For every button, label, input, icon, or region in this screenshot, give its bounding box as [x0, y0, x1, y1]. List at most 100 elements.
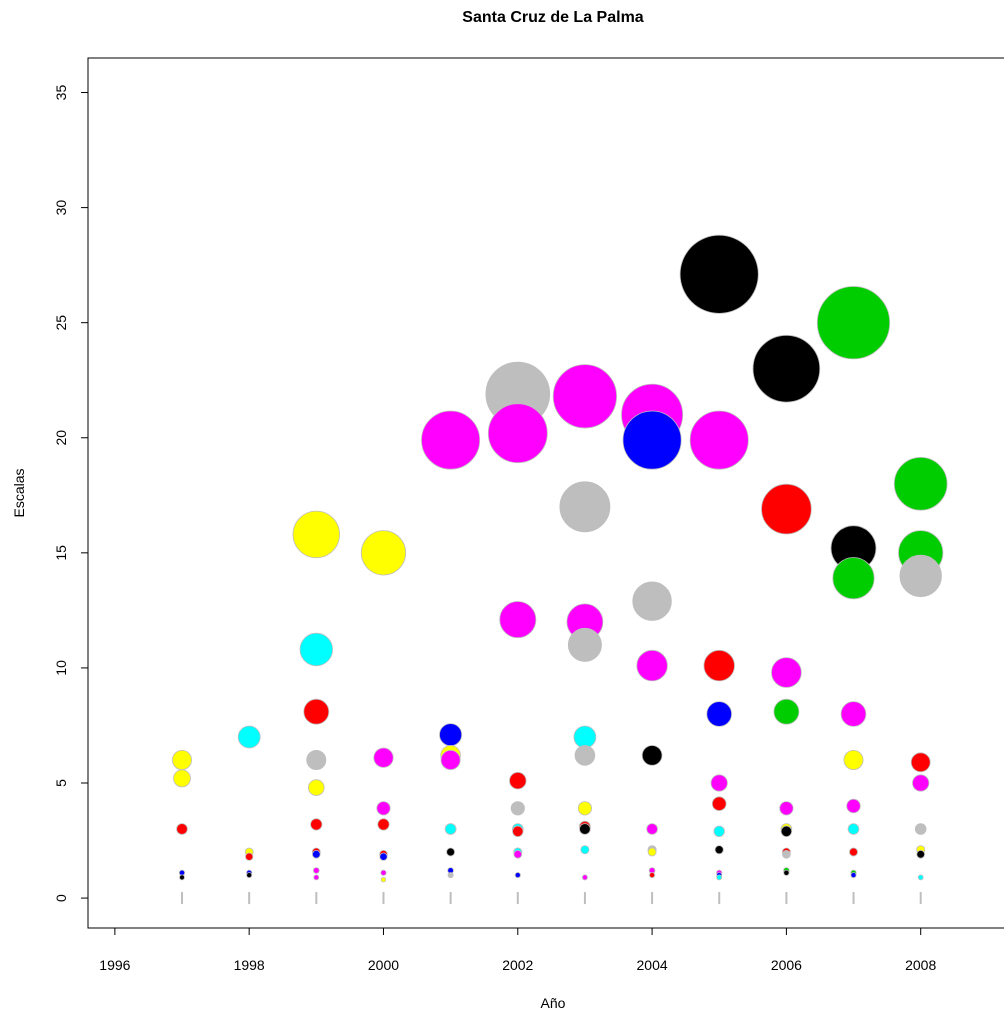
- y-tick-label: 15: [53, 545, 69, 561]
- data-point: [780, 825, 793, 838]
- data-point: [771, 657, 802, 688]
- data-point: [706, 701, 732, 727]
- x-tick-label: 1998: [234, 957, 265, 973]
- data-point: [636, 649, 668, 682]
- data-point: [237, 725, 261, 749]
- data-point: [646, 823, 658, 835]
- data-point: [917, 874, 924, 881]
- data-point: [552, 364, 618, 429]
- data-point: [307, 779, 325, 796]
- data-point: [850, 872, 857, 879]
- data-point: [773, 698, 800, 725]
- y-tick-label: 20: [53, 430, 69, 446]
- y-axis-label: Escalas: [11, 468, 27, 517]
- data-point: [912, 774, 930, 792]
- data-point: [514, 872, 521, 879]
- data-point: [499, 601, 537, 639]
- data-point: [622, 410, 682, 470]
- data-point: [752, 334, 821, 403]
- data-point: [577, 801, 593, 816]
- data-point: [703, 649, 735, 682]
- data-point: [512, 825, 524, 838]
- data-point: [914, 823, 927, 835]
- data-point: [446, 847, 456, 857]
- data-point: [840, 701, 867, 727]
- data-point: [899, 554, 942, 598]
- data-point: [849, 847, 858, 857]
- data-point: [380, 869, 387, 876]
- y-tick-label: 30: [53, 200, 69, 216]
- data-point: [893, 456, 948, 511]
- data-point: [245, 852, 254, 861]
- data-point: [513, 849, 523, 859]
- data-point: [292, 510, 340, 559]
- data-point: [179, 874, 185, 881]
- data-point: [579, 823, 591, 835]
- data-point: [311, 849, 321, 859]
- data-point: [649, 872, 656, 879]
- data-point: [306, 750, 327, 771]
- data-point: [380, 877, 387, 883]
- plot-frame: [87, 57, 1004, 929]
- data-point: [679, 234, 759, 314]
- data-point: [580, 845, 590, 855]
- data-point: [171, 750, 192, 771]
- data-point: [312, 867, 320, 874]
- data-point: [779, 801, 794, 816]
- y-tick-label: 35: [53, 85, 69, 101]
- y-tick-label: 5: [53, 779, 69, 787]
- data-point: [843, 750, 864, 771]
- data-point: [716, 874, 723, 881]
- data-point: [711, 796, 727, 811]
- data-point: [360, 530, 407, 576]
- x-tick-label: 2006: [771, 957, 802, 973]
- points-layer: [171, 234, 948, 905]
- chart-title: Santa Cruz de La Palma: [462, 9, 643, 26]
- data-point: [710, 774, 728, 792]
- data-point: [313, 874, 320, 881]
- data-point: [713, 825, 725, 838]
- x-tick-label: 2000: [368, 957, 399, 973]
- x-axis-label: Año: [541, 995, 566, 1011]
- data-point: [910, 752, 931, 773]
- y-tick-label: 10: [53, 660, 69, 676]
- y-tick-label: 0: [53, 894, 69, 902]
- y-tick-label: 25: [53, 315, 69, 331]
- data-point: [574, 745, 596, 766]
- data-point: [761, 483, 812, 535]
- data-point: [509, 772, 527, 790]
- data-point: [246, 872, 253, 879]
- data-point: [582, 874, 588, 881]
- x-tick-label: 2008: [905, 957, 936, 973]
- x-tick-label: 2004: [637, 957, 668, 973]
- data-point: [303, 698, 330, 725]
- data-point: [783, 869, 790, 876]
- data-point: [373, 747, 394, 768]
- data-point: [299, 632, 333, 667]
- data-point: [487, 403, 548, 464]
- data-point: [379, 852, 388, 861]
- data-point: [689, 410, 749, 470]
- data-point: [173, 769, 191, 788]
- x-tick-label: 2002: [502, 957, 533, 973]
- x-axis: 1996 1998 2000 2002 2004 2006 2008: [99, 927, 936, 973]
- data-point: [632, 581, 672, 621]
- data-point: [647, 847, 657, 857]
- data-point: [421, 410, 481, 470]
- data-point: [310, 818, 323, 831]
- data-point: [377, 818, 390, 831]
- data-point: [559, 481, 611, 533]
- data-point: [846, 798, 861, 814]
- data-point: [832, 557, 875, 600]
- data-point: [444, 823, 457, 835]
- data-point: [782, 849, 791, 859]
- data-point: [376, 801, 391, 816]
- data-point: [641, 745, 663, 766]
- data-point: [916, 849, 925, 859]
- y-axis: 0 5 10 15 20 25 30 35: [53, 85, 89, 902]
- data-point: [567, 627, 602, 662]
- data-point: [439, 723, 463, 747]
- data-point: [440, 750, 461, 771]
- x-tick-label: 1996: [99, 957, 130, 973]
